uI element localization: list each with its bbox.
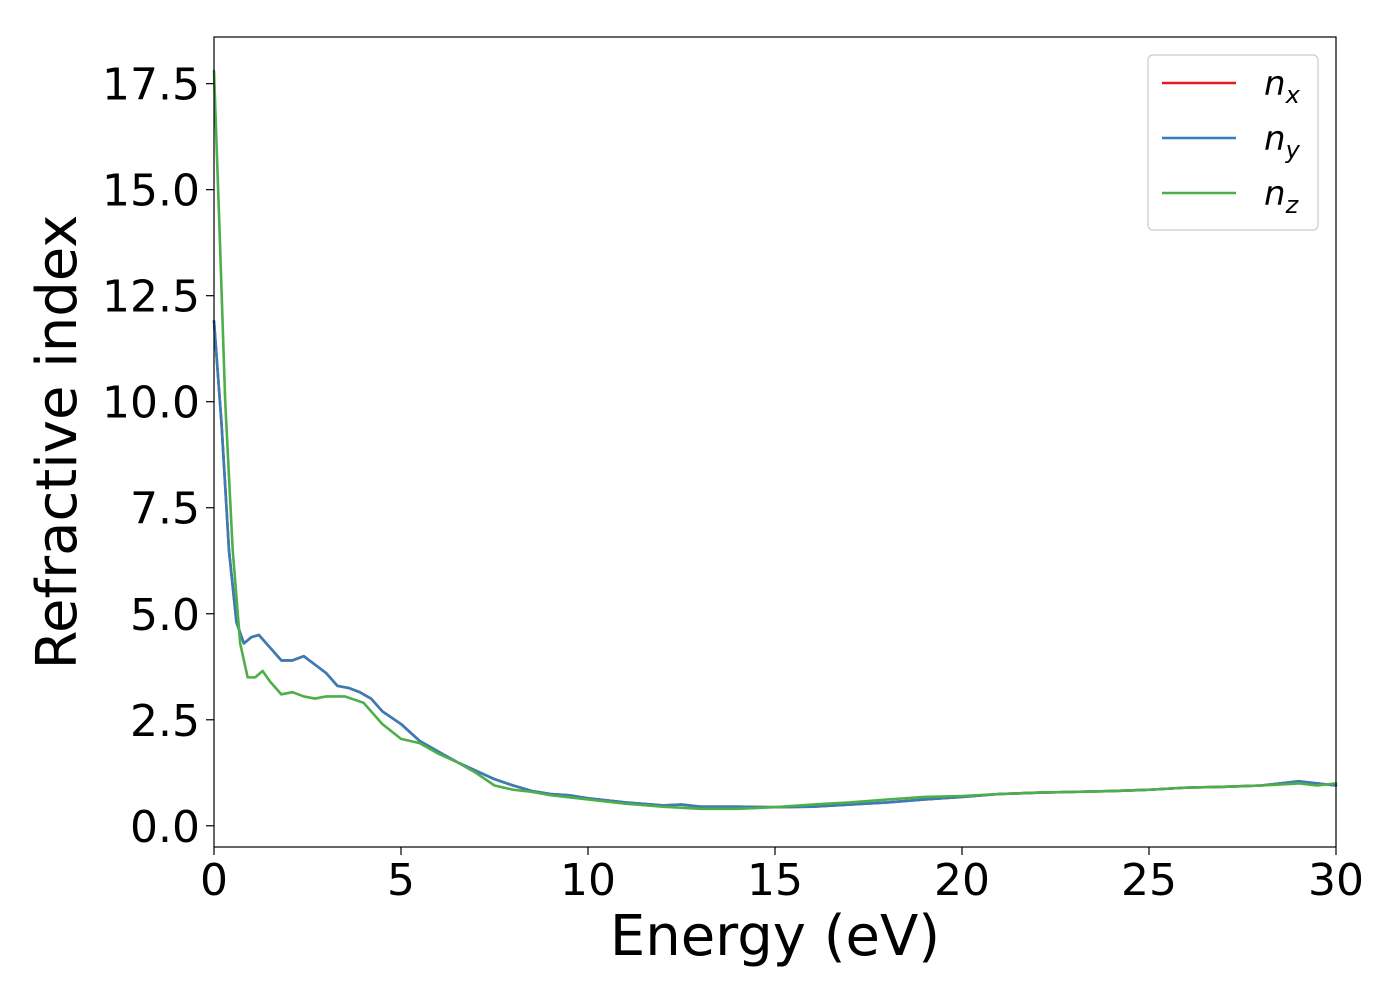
x-tick-label: 30 xyxy=(1308,855,1364,906)
x-tick-label: 25 xyxy=(1121,855,1177,906)
x-tick-label: 10 xyxy=(560,855,616,906)
y-axis-title: Refractive index xyxy=(25,215,90,670)
y-tick-label: 5.0 xyxy=(130,590,200,641)
x-tick-label: 20 xyxy=(934,855,990,906)
series-line-z xyxy=(212,69,1338,811)
y-tick-label: 17.5 xyxy=(102,60,200,111)
x-tick-label: 0 xyxy=(200,855,228,906)
y-tick-label: 10.0 xyxy=(102,378,200,429)
legend-box xyxy=(1147,54,1319,231)
x-tick-label: 5 xyxy=(387,855,415,906)
y-tick-label: 0.0 xyxy=(130,802,200,853)
x-axis-ticks: 0 5 10 15 20 25 30 xyxy=(200,847,1364,906)
x-tick-label: 15 xyxy=(747,855,803,906)
y-tick-label: 2.5 xyxy=(130,696,200,747)
legend-label-z: nz xyxy=(1264,174,1300,219)
y-axis-ticks: 0.0 2.5 5.0 7.5 10.0 12.5 15.0 17.5 xyxy=(102,60,214,853)
series-group xyxy=(212,69,1338,811)
y-tick-label: 15.0 xyxy=(102,166,200,217)
legend: nx ny nz xyxy=(1147,54,1319,231)
y-tick-label: 12.5 xyxy=(102,272,200,323)
legend-label-y: ny xyxy=(1264,119,1301,164)
y-tick-label: 7.5 xyxy=(130,484,200,535)
legend-label-x: nx xyxy=(1264,64,1301,109)
x-axis-title: Energy (eV) xyxy=(610,904,940,969)
